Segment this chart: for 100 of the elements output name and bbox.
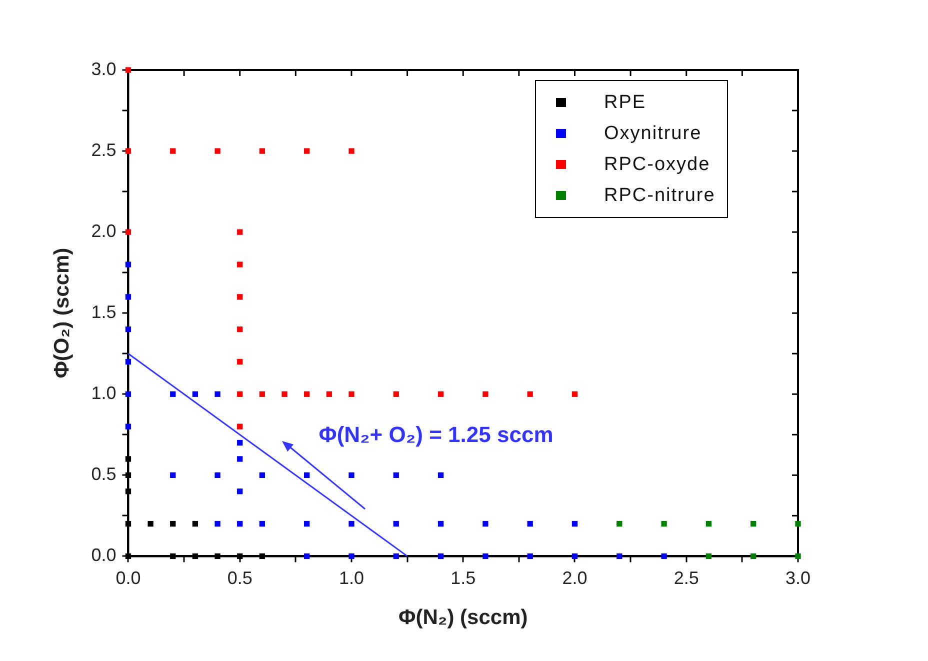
point xyxy=(393,553,399,560)
point xyxy=(214,472,220,478)
point xyxy=(527,391,533,397)
point xyxy=(706,520,712,527)
point xyxy=(214,553,220,560)
point xyxy=(259,553,266,560)
point xyxy=(750,553,756,560)
point xyxy=(125,424,132,430)
point xyxy=(482,520,488,527)
point xyxy=(438,520,444,527)
point xyxy=(393,391,399,397)
point xyxy=(125,456,132,462)
point xyxy=(304,553,310,560)
point xyxy=(348,553,354,560)
point xyxy=(482,553,488,560)
point xyxy=(237,262,243,268)
point xyxy=(348,148,354,154)
point xyxy=(237,358,243,365)
point xyxy=(237,326,243,332)
y-tick-label: 1.0 xyxy=(91,383,116,404)
point xyxy=(125,488,132,494)
point xyxy=(616,553,622,560)
point xyxy=(259,391,266,397)
point xyxy=(348,520,354,527)
point xyxy=(237,294,243,300)
legend-label: RPC-nitrure xyxy=(604,184,716,206)
point xyxy=(237,424,243,430)
x-axis-title: Φ(N₂) (sccm) xyxy=(398,606,528,630)
point xyxy=(170,520,176,527)
point xyxy=(237,229,243,235)
point xyxy=(438,472,444,478)
point xyxy=(572,553,578,560)
point xyxy=(304,391,310,397)
point xyxy=(527,553,533,560)
point xyxy=(170,472,176,478)
point xyxy=(125,67,132,73)
x-tick-label: 0.0 xyxy=(116,568,141,588)
point xyxy=(125,148,132,154)
annotation: Φ(N₂+ O₂) = 1.25 sccm xyxy=(318,422,554,447)
point xyxy=(282,391,288,397)
point xyxy=(259,472,266,478)
point xyxy=(125,326,132,332)
point xyxy=(438,391,444,397)
point xyxy=(304,148,310,154)
point xyxy=(348,472,354,478)
point xyxy=(125,553,132,560)
point xyxy=(795,520,801,527)
legend-label: RPC-oxyde xyxy=(604,154,710,176)
point xyxy=(616,520,622,527)
point xyxy=(572,520,578,527)
point xyxy=(259,520,266,527)
y-tick-label: 3.0 xyxy=(91,58,116,79)
y-tick-label: 2.0 xyxy=(91,221,116,242)
point xyxy=(393,472,399,478)
point xyxy=(438,553,444,560)
point xyxy=(661,520,667,527)
point xyxy=(125,229,132,235)
y-tick-label: 0.0 xyxy=(91,545,116,566)
point xyxy=(706,553,712,560)
point xyxy=(214,148,220,154)
point xyxy=(170,391,176,397)
point xyxy=(259,148,266,154)
point xyxy=(661,553,667,560)
point xyxy=(125,520,132,527)
point xyxy=(527,520,533,527)
point xyxy=(237,553,243,560)
x-tick-label: 2.0 xyxy=(562,568,588,588)
point xyxy=(170,148,176,154)
point xyxy=(237,391,243,397)
point xyxy=(148,520,154,527)
point xyxy=(304,472,310,478)
point xyxy=(125,294,132,300)
point xyxy=(795,553,801,560)
point xyxy=(192,553,198,560)
point xyxy=(348,391,354,397)
point xyxy=(125,391,132,397)
x-tick-label: 2.5 xyxy=(674,568,699,588)
point xyxy=(750,520,756,527)
y-axis-title: Φ(O₂) (sccm) xyxy=(50,248,74,378)
y-tick-label: 0.5 xyxy=(91,464,116,484)
point xyxy=(237,488,243,494)
point xyxy=(237,456,243,462)
point xyxy=(326,391,332,397)
y-tick-label: 2.5 xyxy=(91,140,116,160)
y-tick-label: 1.5 xyxy=(91,302,116,322)
point xyxy=(237,440,243,446)
point xyxy=(125,472,132,478)
x-tick-label: 1.5 xyxy=(450,568,476,588)
x-tick-label: 0.5 xyxy=(227,568,252,588)
point xyxy=(170,553,176,560)
point xyxy=(482,391,488,397)
point xyxy=(125,358,132,365)
legend-label: Oxynitrure xyxy=(604,122,702,144)
point xyxy=(125,262,132,268)
point xyxy=(393,520,399,527)
point xyxy=(237,520,243,527)
point xyxy=(214,391,220,397)
x-tick-label: 3.0 xyxy=(785,568,811,588)
legend-label: RPE xyxy=(604,92,646,114)
point xyxy=(192,391,198,397)
